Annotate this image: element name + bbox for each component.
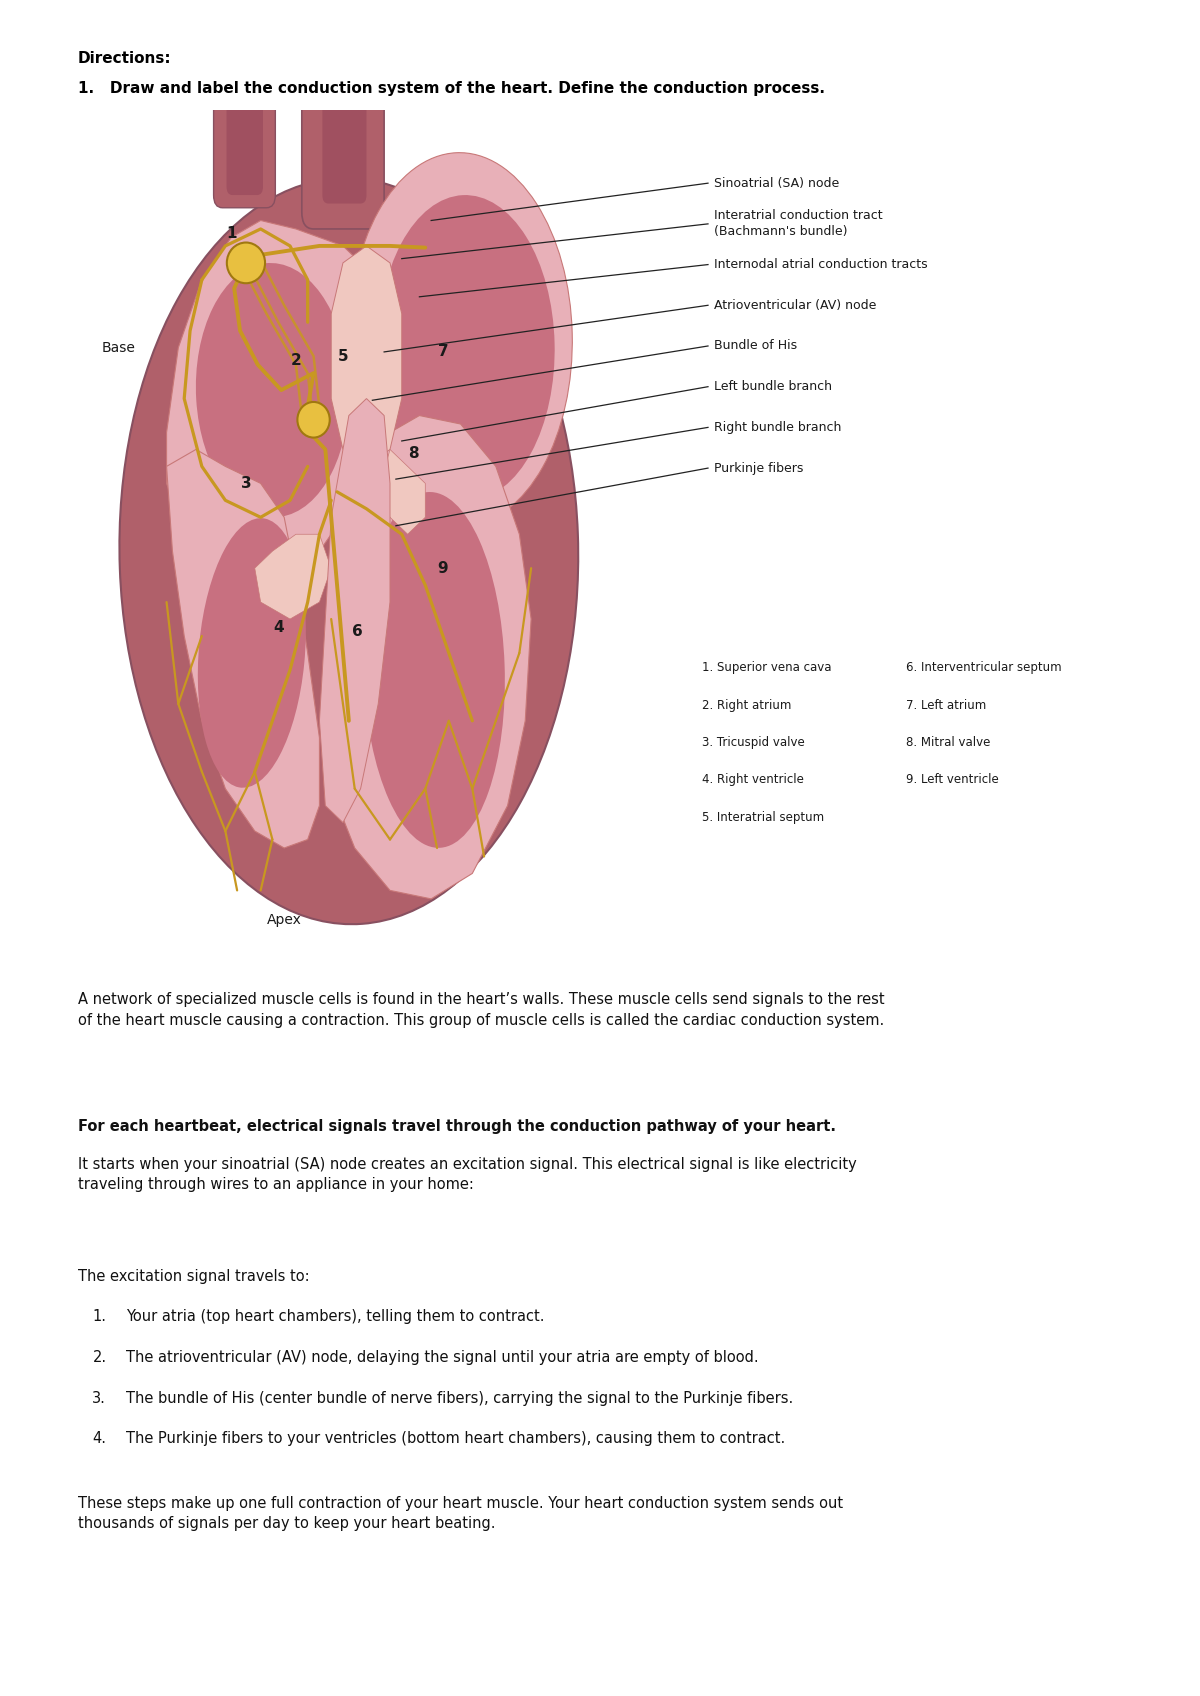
FancyBboxPatch shape [302, 76, 384, 229]
Text: 1: 1 [226, 226, 236, 241]
Text: Internodal atrial conduction tracts: Internodal atrial conduction tracts [714, 258, 928, 271]
Text: 7: 7 [438, 344, 449, 360]
Text: 4: 4 [272, 621, 283, 634]
FancyBboxPatch shape [323, 85, 366, 204]
FancyBboxPatch shape [227, 102, 263, 195]
Text: Right bundle branch: Right bundle branch [714, 421, 841, 434]
Text: The Purkinje fibers to your ventricles (bottom heart chambers), causing them to : The Purkinje fibers to your ventricles (… [126, 1431, 785, 1447]
Polygon shape [254, 534, 331, 619]
Text: 3: 3 [241, 477, 251, 490]
Text: Interatrial conduction tract
(Bachmann's bundle): Interatrial conduction tract (Bachmann's… [714, 209, 883, 239]
FancyBboxPatch shape [214, 88, 275, 209]
Text: Bundle of His: Bundle of His [714, 339, 797, 353]
Polygon shape [331, 246, 402, 466]
Ellipse shape [227, 243, 265, 283]
Ellipse shape [298, 402, 330, 438]
Text: 2.: 2. [92, 1350, 107, 1365]
Text: 4.: 4. [92, 1431, 107, 1447]
Polygon shape [378, 449, 425, 534]
Text: Directions:: Directions: [78, 51, 172, 66]
Polygon shape [167, 449, 319, 848]
Text: Base: Base [102, 341, 136, 354]
Text: Left bundle branch: Left bundle branch [714, 380, 832, 393]
Polygon shape [167, 220, 390, 602]
Text: 1.   Draw and label the conduction system of the heart. Define the conduction pr: 1. Draw and label the conduction system … [78, 81, 826, 97]
Text: 5. Interatrial septum: 5. Interatrial septum [702, 811, 824, 824]
Text: Sinoatrial (SA) node: Sinoatrial (SA) node [714, 176, 839, 190]
Text: 7. Left atrium: 7. Left atrium [906, 699, 986, 712]
Text: 6: 6 [353, 624, 364, 639]
Polygon shape [325, 416, 532, 899]
Text: Apex: Apex [266, 912, 301, 928]
Polygon shape [319, 399, 390, 823]
Text: 5: 5 [337, 349, 348, 363]
Text: Your atria (top heart chambers), telling them to contract.: Your atria (top heart chambers), telling… [126, 1309, 545, 1325]
Text: 8. Mitral valve: 8. Mitral valve [906, 736, 990, 750]
Text: 9: 9 [438, 561, 449, 575]
Ellipse shape [120, 178, 578, 924]
Text: 3.: 3. [92, 1391, 107, 1406]
Text: 3. Tricuspid valve: 3. Tricuspid valve [702, 736, 805, 750]
Text: 6. Interventricular septum: 6. Interventricular septum [906, 661, 1062, 675]
Text: It starts when your sinoatrial (SA) node creates an excitation signal. This elec: It starts when your sinoatrial (SA) node… [78, 1157, 857, 1192]
Text: 8: 8 [408, 446, 419, 461]
Ellipse shape [198, 519, 306, 787]
Text: The excitation signal travels to:: The excitation signal travels to: [78, 1269, 310, 1284]
Text: Atrioventricular (AV) node: Atrioventricular (AV) node [714, 298, 876, 312]
Text: For each heartbeat, electrical signals travel through the conduction pathway of : For each heartbeat, electrical signals t… [78, 1119, 836, 1135]
Text: Purkinje fibers: Purkinje fibers [714, 461, 803, 475]
Ellipse shape [364, 492, 505, 848]
Text: 9. Left ventricle: 9. Left ventricle [906, 773, 998, 787]
Text: 1. Superior vena cava: 1. Superior vena cava [702, 661, 832, 675]
Text: 2: 2 [290, 353, 301, 368]
Text: The bundle of His (center bundle of nerve fibers), carrying the signal to the Pu: The bundle of His (center bundle of nerv… [126, 1391, 793, 1406]
Text: These steps make up one full contraction of your heart muscle. Your heart conduc: These steps make up one full contraction… [78, 1496, 844, 1531]
Ellipse shape [378, 195, 554, 500]
Ellipse shape [349, 153, 572, 526]
Ellipse shape [196, 263, 349, 517]
Text: 4. Right ventricle: 4. Right ventricle [702, 773, 804, 787]
Text: 2. Right atrium: 2. Right atrium [702, 699, 791, 712]
Text: 1.: 1. [92, 1309, 107, 1325]
Text: The atrioventricular (AV) node, delaying the signal until your atria are empty o: The atrioventricular (AV) node, delaying… [126, 1350, 758, 1365]
Text: A network of specialized muscle cells is found in the heart’s walls. These muscl: A network of specialized muscle cells is… [78, 992, 884, 1028]
